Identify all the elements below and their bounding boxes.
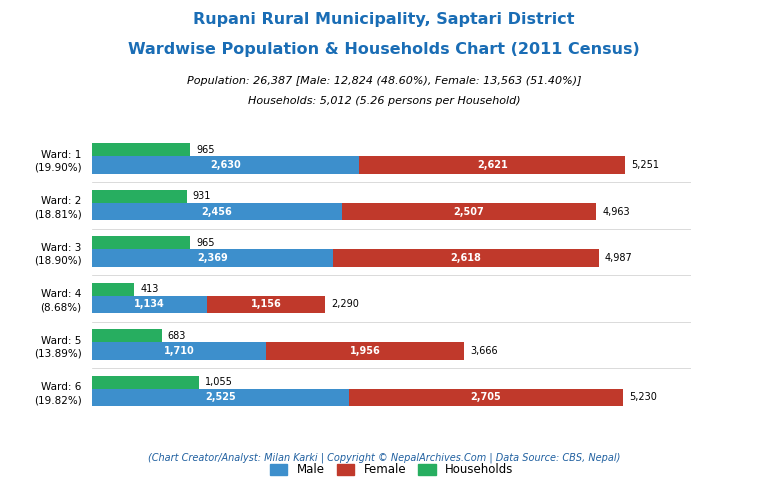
Text: 2,456: 2,456 bbox=[201, 207, 232, 216]
Text: 1,956: 1,956 bbox=[349, 346, 380, 356]
Bar bbox=[92, 329, 161, 342]
Text: 965: 965 bbox=[197, 238, 215, 247]
Bar bbox=[342, 203, 596, 220]
Text: 683: 683 bbox=[167, 331, 186, 341]
Bar bbox=[92, 376, 199, 388]
Text: 1,055: 1,055 bbox=[205, 377, 233, 387]
Text: 2,369: 2,369 bbox=[197, 253, 228, 263]
Bar bbox=[92, 249, 333, 267]
Bar bbox=[92, 236, 190, 249]
Text: (Chart Creator/Analyst: Milan Karki | Copyright © NepalArchives.Com | Data Sourc: (Chart Creator/Analyst: Milan Karki | Co… bbox=[147, 452, 621, 463]
Text: 5,251: 5,251 bbox=[631, 160, 660, 170]
Legend: Male, Female, Households: Male, Female, Households bbox=[265, 458, 518, 481]
Bar bbox=[92, 342, 266, 360]
Text: 931: 931 bbox=[193, 191, 211, 201]
Text: 1,156: 1,156 bbox=[250, 299, 281, 310]
Text: 2,621: 2,621 bbox=[477, 160, 508, 170]
Text: 413: 413 bbox=[141, 284, 158, 294]
Text: 2,525: 2,525 bbox=[205, 392, 236, 402]
Text: 2,507: 2,507 bbox=[453, 207, 484, 216]
Text: 1,710: 1,710 bbox=[164, 346, 194, 356]
Text: 4,963: 4,963 bbox=[602, 207, 630, 216]
Text: Households: 5,012 (5.26 persons per Household): Households: 5,012 (5.26 persons per Hous… bbox=[248, 96, 520, 106]
Text: 2,618: 2,618 bbox=[450, 253, 481, 263]
Bar bbox=[92, 388, 349, 406]
Text: 4,987: 4,987 bbox=[604, 253, 632, 263]
Bar bbox=[359, 156, 625, 174]
Bar bbox=[207, 296, 325, 314]
Bar bbox=[92, 282, 134, 296]
Bar bbox=[92, 203, 342, 220]
Bar bbox=[333, 249, 598, 267]
Bar bbox=[349, 388, 623, 406]
Bar bbox=[266, 342, 465, 360]
Text: 2,290: 2,290 bbox=[331, 299, 359, 310]
Bar bbox=[92, 296, 207, 314]
Text: 2,630: 2,630 bbox=[210, 160, 241, 170]
Text: 2,705: 2,705 bbox=[471, 392, 502, 402]
Text: Rupani Rural Municipality, Saptari District: Rupani Rural Municipality, Saptari Distr… bbox=[194, 12, 574, 27]
Bar bbox=[92, 190, 187, 203]
Text: 5,230: 5,230 bbox=[629, 392, 657, 402]
Text: 1,134: 1,134 bbox=[134, 299, 165, 310]
Text: Population: 26,387 [Male: 12,824 (48.60%), Female: 13,563 (51.40%)]: Population: 26,387 [Male: 12,824 (48.60%… bbox=[187, 76, 581, 86]
Bar bbox=[92, 143, 190, 156]
Bar bbox=[92, 156, 359, 174]
Text: 965: 965 bbox=[197, 144, 215, 155]
Text: Wardwise Population & Households Chart (2011 Census): Wardwise Population & Households Chart (… bbox=[128, 42, 640, 57]
Text: 3,666: 3,666 bbox=[471, 346, 498, 356]
